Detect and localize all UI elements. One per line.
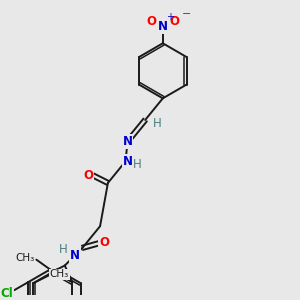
Text: O: O (99, 236, 109, 249)
Text: H: H (133, 158, 142, 171)
Text: O: O (146, 15, 156, 28)
Text: N: N (122, 135, 133, 148)
Text: N: N (158, 20, 168, 33)
Text: −: − (182, 9, 191, 19)
Text: N: N (70, 249, 80, 262)
Text: N: N (122, 155, 133, 168)
Text: H: H (58, 243, 67, 256)
Text: +: + (166, 12, 174, 22)
Text: CH₃: CH₃ (50, 269, 69, 279)
Text: Cl: Cl (0, 286, 13, 300)
Text: H: H (152, 117, 161, 130)
Text: O: O (83, 169, 93, 182)
Text: CH₃: CH₃ (15, 253, 34, 263)
Text: O: O (169, 15, 180, 28)
